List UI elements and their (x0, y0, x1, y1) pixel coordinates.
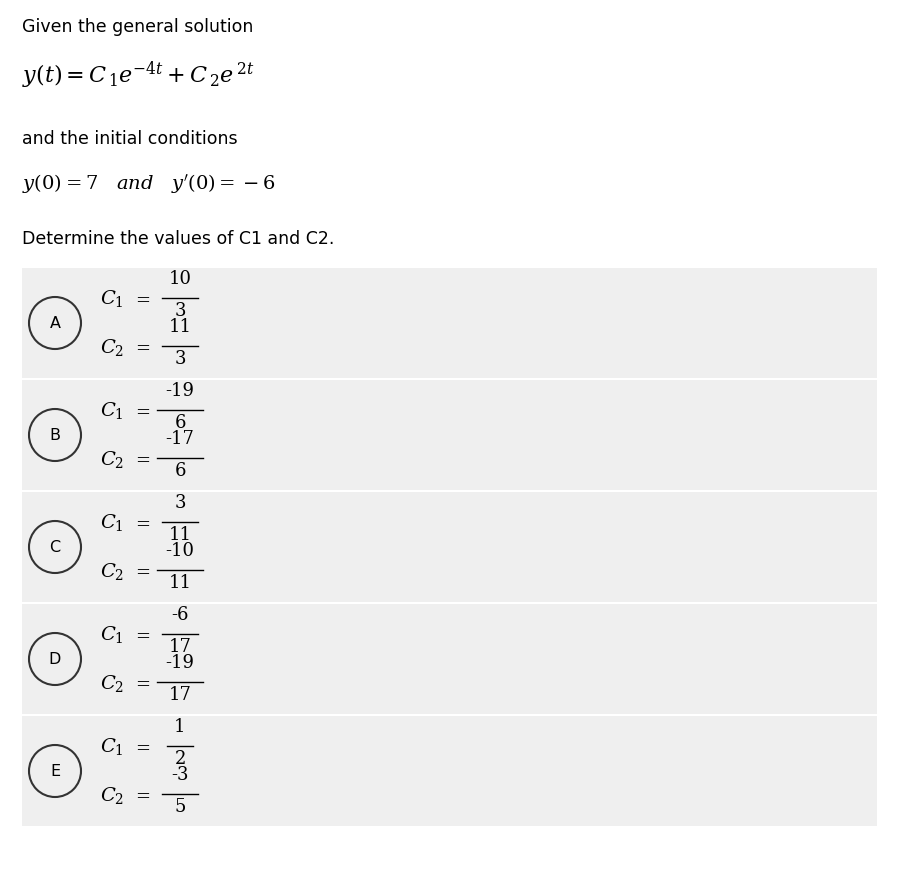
Text: $=$: $=$ (132, 675, 150, 692)
Text: Given the general solution: Given the general solution (22, 18, 254, 36)
Text: -19: -19 (165, 382, 194, 399)
Text: $C_1$: $C_1$ (100, 288, 124, 309)
Bar (22, 492, 877, 602)
Text: A: A (49, 315, 60, 330)
Text: C: C (49, 540, 60, 555)
Text: 1: 1 (174, 717, 186, 736)
Text: $=$: $=$ (132, 402, 150, 420)
Text: $=$: $=$ (132, 338, 150, 357)
Text: 17: 17 (169, 686, 191, 704)
Text: -19: -19 (165, 654, 194, 672)
Text: $C_2$: $C_2$ (100, 449, 124, 470)
Text: -6: -6 (171, 606, 189, 624)
Text: 10: 10 (168, 270, 191, 288)
Text: 6: 6 (174, 413, 186, 432)
Text: 3: 3 (174, 350, 186, 368)
Text: $C_2$: $C_2$ (100, 336, 124, 357)
Text: $C_2$: $C_2$ (100, 673, 124, 694)
Text: $=$: $=$ (132, 562, 150, 580)
Text: and the initial conditions: and the initial conditions (22, 130, 237, 148)
Text: 2: 2 (174, 750, 186, 767)
Text: $=$: $=$ (132, 738, 150, 756)
Bar (22, 380, 877, 490)
Text: 17: 17 (169, 638, 191, 656)
Text: $=$: $=$ (132, 290, 150, 307)
Text: 3: 3 (174, 494, 186, 512)
Text: 6: 6 (174, 463, 186, 480)
Text: $C_2$: $C_2$ (100, 561, 124, 582)
Text: 11: 11 (168, 574, 191, 592)
Text: $C_1$: $C_1$ (100, 737, 124, 757)
Text: $=$: $=$ (132, 625, 150, 644)
Text: 5: 5 (174, 798, 186, 816)
Bar (22, 268, 877, 378)
Text: $y(0) = 7$   $\mathit{and}$   $y'(0) = -6$: $y(0) = 7$ $\mathit{and}$ $y'(0) = -6$ (22, 172, 276, 195)
Text: 11: 11 (168, 526, 191, 544)
Text: $C_1$: $C_1$ (100, 512, 124, 533)
Text: -17: -17 (165, 430, 194, 449)
Text: $C_1$: $C_1$ (100, 625, 124, 646)
Bar (22, 604, 877, 714)
Text: $=$: $=$ (132, 786, 150, 804)
Text: 11: 11 (168, 318, 191, 336)
Text: D: D (49, 652, 61, 667)
Text: $=$: $=$ (132, 450, 150, 468)
Text: $=$: $=$ (132, 514, 150, 532)
Text: -3: -3 (171, 766, 189, 784)
Text: 3: 3 (174, 302, 186, 320)
Text: $y(t) = C_{\,1}e^{-4t} + C_{\,2}e^{\,2t}$: $y(t) = C_{\,1}e^{-4t} + C_{\,2}e^{\,2t}… (22, 60, 254, 91)
Text: E: E (50, 764, 60, 779)
Text: -10: -10 (165, 542, 194, 560)
Text: B: B (49, 427, 60, 442)
Text: Determine the values of C1 and C2.: Determine the values of C1 and C2. (22, 230, 334, 248)
Text: $C_2$: $C_2$ (100, 785, 124, 806)
Text: $C_1$: $C_1$ (100, 400, 124, 421)
Bar (22, 716, 877, 826)
